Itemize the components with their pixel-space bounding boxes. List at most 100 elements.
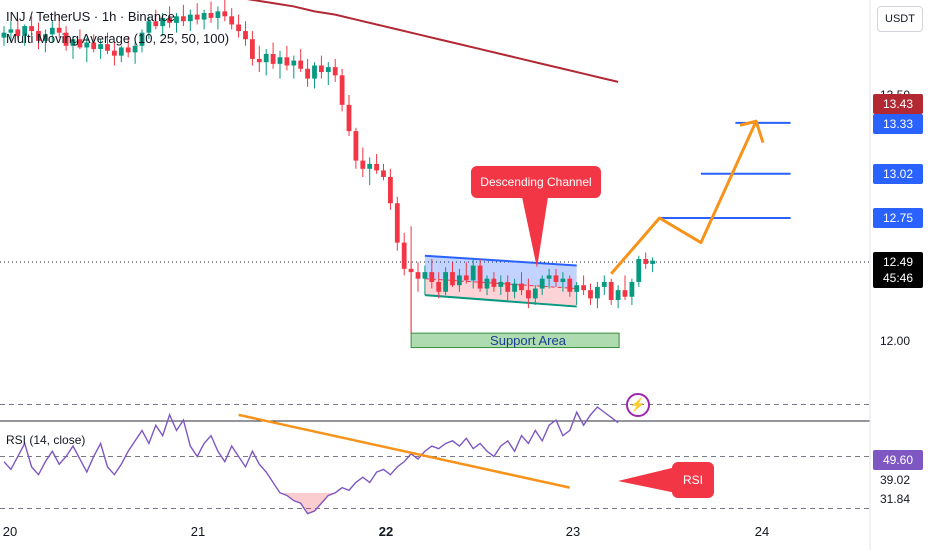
candle-body: [118, 47, 124, 56]
channel-lower-line: [424, 294, 577, 308]
projection-path: [610, 119, 765, 275]
price-tick: 12.00: [880, 334, 911, 348]
rsi-oversold-fill: [280, 492, 336, 514]
support-area-label[interactable]: Support Area: [490, 333, 566, 348]
candle-body: [643, 259, 649, 264]
time-tick: 22: [378, 524, 394, 539]
candle-body: [222, 11, 228, 17]
descending-channel-callout[interactable]: Descending Channel: [471, 166, 601, 198]
candle-body: [581, 285, 586, 291]
candle-body: [601, 281, 607, 287]
candle-body: [56, 27, 62, 33]
candle-body: [408, 268, 414, 273]
candle-body: [263, 54, 269, 63]
candle-body: [546, 275, 552, 279]
indicator-legend[interactable]: Multi Moving Average (10, 25, 50, 100): [6, 31, 230, 46]
rsi-tick: 31.84: [880, 492, 911, 506]
annotation-shapes: [522, 197, 676, 493]
candle-body: [388, 177, 393, 204]
candle-body: [374, 163, 379, 171]
candle-body: [298, 60, 304, 69]
moving-average-line: [246, 0, 619, 83]
candle-body: [463, 275, 469, 281]
candle-body: [153, 21, 159, 27]
candle-body: [250, 39, 255, 59]
candle-body: [132, 45, 138, 53]
candle-body: [105, 44, 110, 51]
moving-average-layer: [246, 0, 619, 83]
candle-body: [22, 26, 28, 36]
candle-body: [574, 285, 580, 292]
price-tag-top: 13.43: [873, 94, 923, 114]
candle-body: [91, 42, 97, 50]
candle-body: [36, 31, 41, 41]
candle-body: [181, 16, 186, 22]
rsi-tick: 39.02: [880, 473, 911, 487]
candle-body: [215, 11, 221, 18]
lightning-icon[interactable]: ⚡: [626, 393, 650, 417]
candle-body: [588, 290, 593, 299]
projection-arrowhead: [739, 119, 757, 127]
candle-body: [526, 290, 531, 299]
candle-body: [470, 265, 476, 281]
last-price-tag: 12.49 45:46: [873, 252, 923, 288]
rsi-callout-pointer: [618, 467, 676, 493]
candle-body: [84, 42, 90, 48]
candle-body: [208, 13, 214, 18]
candle-body: [353, 131, 359, 161]
candle-body: [491, 278, 497, 287]
projection-layer: [610, 119, 765, 275]
candle-body: [270, 54, 276, 64]
candle-body: [415, 272, 421, 279]
candle-body: [112, 50, 117, 56]
candle-body: [243, 31, 248, 40]
candle-body: [394, 203, 400, 243]
candle-body: [291, 60, 297, 66]
candle-body: [167, 17, 172, 23]
candle-body: [567, 278, 573, 292]
candle-body: [332, 67, 338, 76]
candle-body: [325, 67, 331, 73]
candle-body: [539, 278, 545, 289]
candle-body: [277, 57, 283, 64]
candle-body: [98, 44, 103, 50]
rsi-pane-label[interactable]: RSI (14, close): [6, 433, 86, 447]
candle-body: [560, 278, 566, 282]
candle-body: [319, 65, 324, 73]
candle-body: [125, 47, 131, 53]
candle-body: [174, 16, 179, 23]
candle-body: [1, 32, 7, 38]
support-area-box: [410, 332, 620, 349]
candle-body: [346, 104, 352, 132]
candle-body: [622, 290, 628, 297]
candle-body: [15, 29, 21, 36]
rsi-current-tag: 49.60: [873, 450, 923, 470]
candle-body: [187, 14, 193, 22]
gridlines: [0, 0, 871, 550]
rsi-trendline: [238, 413, 571, 489]
price-tag-target-3: 12.75: [873, 208, 923, 228]
candle-body: [29, 26, 34, 32]
candle-body: [201, 13, 207, 20]
rsi-line: [3, 406, 619, 515]
time-tick: 20: [2, 524, 18, 539]
currency-button[interactable]: USDT: [877, 6, 923, 32]
rsi-callout[interactable]: RSI: [672, 462, 714, 498]
symbol-title[interactable]: INJ / TetherUS · 1h · Binance: [6, 9, 175, 24]
candle-body: [512, 283, 517, 292]
candle-body: [629, 281, 635, 297]
candle-body: [146, 21, 152, 33]
candle-body: [43, 34, 48, 41]
candle-body: [360, 160, 366, 169]
candle-body: [457, 275, 462, 286]
time-tick: 23: [565, 524, 581, 539]
candle-body: [532, 288, 538, 299]
candle-body: [484, 278, 490, 289]
candle-body: [63, 32, 69, 46]
candle-body: [284, 57, 290, 66]
channel-upper-line: [424, 254, 577, 267]
time-tick: 24: [754, 524, 770, 539]
candle-body: [608, 281, 614, 300]
candle-body: [305, 68, 310, 79]
